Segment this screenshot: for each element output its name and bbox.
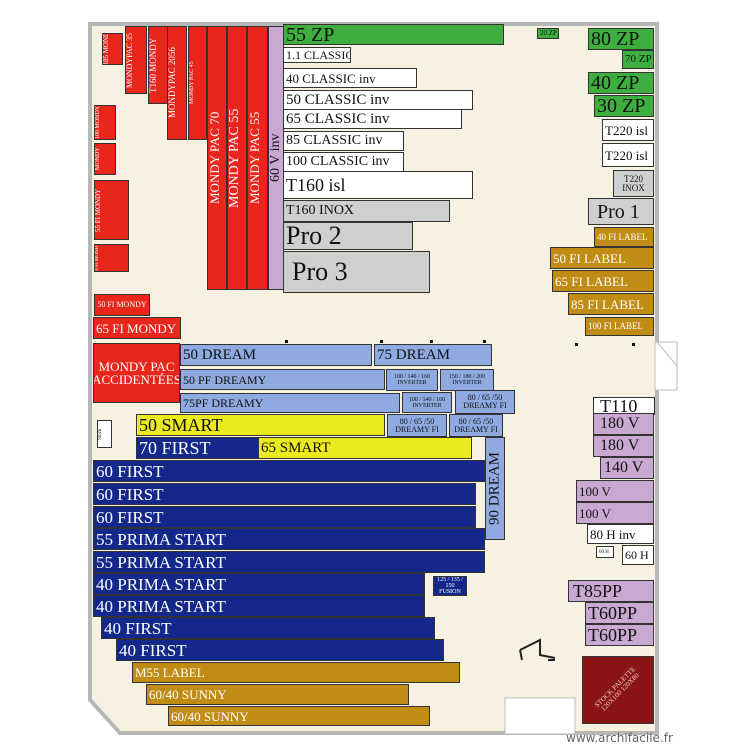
zone-65-fi-label: 65 FI LABEL — [552, 270, 654, 292]
zone-t220-isl-2: T220 isl — [602, 143, 654, 167]
zone-40-first-1: 40 FIRST — [101, 617, 435, 639]
zone-stock-palette: STOCK PALETTE 120X100 120X80 — [582, 656, 654, 724]
zone-20-zp: 20 ZP — [537, 28, 559, 39]
zone-mondypac-35: MONDYPAC 35 — [125, 26, 147, 94]
marker — [632, 343, 635, 346]
zone-60-first-2: 60 FIRST — [93, 483, 476, 505]
door-right — [654, 341, 678, 391]
marker — [575, 343, 578, 346]
zone-60-h: 60 H — [622, 545, 654, 565]
zone-inverter-2: 150 / 180 / 200 INVERTER — [440, 369, 494, 391]
zone-55-zp: 55 ZP — [283, 24, 504, 45]
zone-mondy-pac-55-b: MONDY PAC 55 — [247, 26, 268, 290]
zone-180-v-1: 180 V — [593, 413, 654, 435]
zone-mondy-pac-55-a: MONDY PAC 55 — [227, 26, 247, 290]
zone-100-classic-inv: 100 CLASSIC inv — [283, 152, 404, 172]
zone-40-zp: 40 ZP — [588, 72, 654, 94]
stock-palette-label: STOCK PALETTE 120X100 120X80 — [593, 665, 641, 713]
zone-t85pp: T85PP — [568, 580, 654, 602]
zone-70-zp: 70 ZP — [622, 50, 654, 69]
zone-100-v-1: 100 V — [576, 480, 654, 502]
zone-t60pp-1: T60PP — [585, 602, 654, 624]
zone-tr85-mondy: TR85 MONDY — [102, 33, 123, 65]
zone-t60pp-2: T60PP — [585, 624, 654, 646]
marker — [483, 340, 486, 343]
zone-70-first: 70 FIRST — [136, 437, 260, 459]
zone-75-dream: 75 DREAM — [374, 344, 492, 366]
zone-mondy-pac-45: MONDY PAC 45 — [188, 26, 207, 140]
zone-inverter-1: 100 / 140 / 160 INVERTER — [386, 369, 438, 391]
zone-50-pf-dreamy: 50 PF DREAMY — [180, 369, 385, 390]
zone-90-dream: 90 DREAM — [485, 437, 505, 540]
zone-dreamy-fi-2: 80 / 65 /50 DREAMY FI — [387, 414, 447, 437]
zone-75pf-dreamy: 75PF DREAMY — [180, 393, 400, 413]
zone-180-v-2: 180 V — [593, 435, 654, 457]
zone-50-fi-mondy: 50 FI MONDY — [94, 294, 150, 316]
zone-55-fi-mondy: 55 FI MONDY — [94, 180, 129, 240]
pallet-jack-icon — [519, 638, 556, 661]
zone-100-v-2: 100 V — [576, 502, 654, 524]
zone-80-zp: 80 ZP — [588, 28, 654, 50]
zone-30-zp: 30 ZP — [594, 95, 654, 117]
zone-85-fi-label: 85 FI LABEL — [568, 293, 654, 315]
zone-inverter-3: 100 / 140 / 160 INVERTER — [402, 392, 452, 413]
zone-t220-inox: T220 INOX — [613, 170, 654, 197]
zone-80-h-inv: 80 H inv — [587, 524, 654, 544]
zone-mondy-pac-70: MONDY PAC 70 — [207, 26, 227, 290]
zone-40-fi-label: 40 FI LABEL — [594, 227, 654, 247]
zone-55-prima-start-2: 55 PRIMA START — [93, 551, 485, 573]
zone-40-fi-mondy: 40 FI MONDY — [94, 244, 129, 272]
marker — [285, 340, 288, 343]
zone-50-dream: 50 DREAM — [180, 344, 372, 366]
zone-65-smart: 65 SMART — [258, 437, 472, 459]
zone-65-classic-inv: 65 CLASSIC inv — [283, 109, 462, 129]
zone-60-40-sunny-2: 60/40 SUNNY — [168, 706, 430, 726]
zone-stock-note: Stock — [97, 420, 112, 448]
zone-t110: T110 — [593, 397, 655, 415]
zone-50-fi-label: 50 FI LABEL — [550, 247, 654, 269]
zone-mondypac-2056: MONDYPAC 2056 — [167, 26, 187, 140]
marker — [380, 340, 383, 343]
zone-40-prima-start-1: 40 PRIMA START — [93, 573, 425, 595]
zone-85-classic-inv: 85 CLASSIC inv — [283, 131, 404, 151]
zone-60-h-small: 60 H — [596, 546, 614, 558]
zone-60-40-sunny-1: 60/40 SUNNY — [146, 684, 409, 705]
zone-t160-mondy: T160 MONDY — [148, 26, 169, 104]
zone-t160-isl: T160 isl — [283, 171, 473, 199]
zone-40-prima-start-2: 40 PRIMA START — [93, 595, 425, 617]
zone-mondy-r1: 100 MONDY — [94, 105, 116, 140]
zone-60-first-1: 60 FIRST — [93, 460, 485, 482]
zone-40-classic-inv: 40 CLASSIC inv — [283, 68, 417, 88]
zone-55-prima-start-1: 55 PRIMA START — [93, 528, 485, 550]
zone-40-first-2: 40 FIRST — [116, 639, 444, 661]
zone-t160-inox: T160 INOX — [283, 200, 450, 222]
zone-60-first-3: 60 FIRST — [93, 506, 476, 528]
zone-t220-isl-1: T220 isl — [602, 119, 654, 141]
zone-140-v: 140 V — [600, 457, 654, 479]
zone-m55-label: M55 LABEL — [132, 662, 460, 683]
zone-pro-1: Pro 1 — [588, 198, 654, 225]
zone-mondy-pac-accidentees: MONDY PAC ACCIDENTÉES — [93, 343, 180, 403]
zone-dreamy-fi-3: 80 / 65 /50 DREAMY FI — [449, 414, 503, 437]
zone-pro-2: Pro 2 — [283, 222, 413, 250]
zone-small-box: 125 / 135 / 150 FUSION — [433, 576, 467, 596]
zone-100-fi-label: 100 FI LABEL — [585, 317, 654, 336]
door-swing — [656, 341, 678, 367]
zone-60-v-inv: 60 V inv — [268, 26, 284, 290]
zone-mondy-r2: MONDY — [94, 143, 116, 175]
zone-pro-3: Pro 3 — [283, 251, 430, 293]
marker — [430, 340, 433, 343]
door-bottom — [504, 697, 576, 735]
watermark: www.archifacile.fr — [566, 731, 673, 745]
zone-dreamy-fi-1: 80 / 65 /50 DREAMY FI — [455, 390, 515, 414]
zone-classic-top: 1.1 CLASSIC — [283, 47, 351, 63]
zone-65-fi-mondy: 65 FI MONDY — [93, 317, 181, 339]
zone-50-classic-inv: 50 CLASSIC inv — [283, 90, 473, 110]
zone-50-smart: 50 SMART — [136, 414, 385, 436]
